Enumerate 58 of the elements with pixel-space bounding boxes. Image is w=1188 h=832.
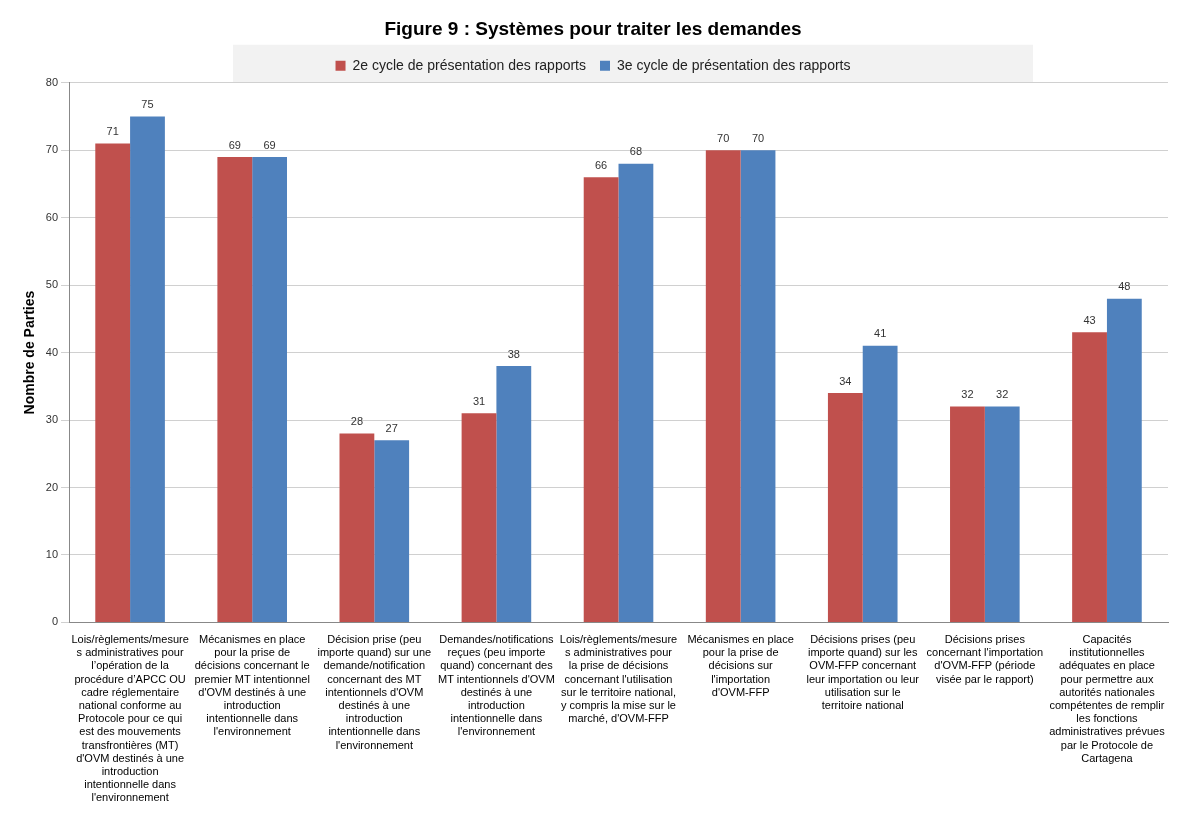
- y-tick-label: 10: [45, 547, 59, 560]
- data-label: 41: [874, 327, 887, 340]
- data-label: 38: [507, 347, 520, 360]
- bar: [950, 406, 985, 622]
- data-label: 34: [839, 374, 852, 387]
- y-tick-label: 0: [51, 615, 59, 628]
- category-label: Capacités institutionnelles adéquates en place pour permettre aux autorités nationales compétentes de remplir les fonctions administratives prévues par le Protocole de Cartagena: [1049, 633, 1165, 764]
- data-label: 31: [472, 394, 486, 407]
- x-tick-label: Mécanismes en place pour la prise de décisions sur l'importation d'OVM-FFP: [687, 633, 794, 698]
- bar: [339, 433, 375, 622]
- bar: [496, 366, 532, 622]
- data-label: 69: [228, 138, 241, 151]
- data-label: 43: [1083, 313, 1096, 326]
- category-label: Décision prise (peu importe quand) sur une demande/notification concernant des MT intentionnels d'OVM destinés à une introduction intentionnelle dans l'environnement: [317, 633, 432, 751]
- x-tick-label: Décisions prises concernant l'importation d'OVM-FFP (période visée par le rapport): [926, 633, 1044, 685]
- y-tick-label: 70: [45, 143, 59, 156]
- data-label: 68: [629, 145, 643, 158]
- x-tick-label: Lois/règlements/mesures administratives pour la prise de décisions concernant l'utilisation sur le territoire national, y compris la mise sur le marché, d'OVM-FFP: [559, 633, 678, 725]
- bar: [827, 393, 863, 622]
- data-label: 32: [961, 388, 974, 401]
- data-label: 69: [263, 138, 276, 151]
- bar: [252, 157, 287, 622]
- bar: [618, 163, 654, 622]
- x-tick-label: Mécanismes en place pour la prise de décisions concernant le premier MT intentionnel d'OVM destinés à une introduction intentionnelle dans l'environnement: [194, 633, 310, 738]
- bar: [461, 413, 497, 622]
- bar: [583, 177, 619, 622]
- bar: [862, 345, 898, 622]
- category-label: Lois/règlements/mesures administratives pour l’opération de la procédure d’APCC OU cadre réglementaire national conforme au Protocole pour ce qui est des mouvements transfrontières (MT) d'OVM destinés à une introduction intentionnelle dans l'environnement: [71, 633, 189, 804]
- data-label: 71: [106, 125, 119, 138]
- data-label: 27: [385, 421, 398, 434]
- y-tick-label: 50: [45, 278, 59, 291]
- bar: [374, 440, 410, 622]
- bar: [705, 150, 741, 622]
- chart-title: Figure 9 : Systèmes pour traiter les demandes: [384, 17, 802, 39]
- y-tick-label: 40: [45, 345, 59, 358]
- data-label: 28: [350, 415, 364, 428]
- data-label: 48: [1118, 280, 1131, 293]
- data-label: 70: [717, 131, 730, 144]
- bar: [1072, 332, 1107, 622]
- bar: [740, 150, 776, 622]
- data-label: 70: [751, 131, 765, 144]
- y-tick-label: 80: [45, 75, 59, 88]
- bar: [130, 116, 165, 622]
- bar: [217, 157, 253, 622]
- x-tick-label: Demandes/notifications reçues (peu importe quand) concernant des MT intentionnels d'OVM destinés à une introduction intentionnelle dans l'environnement: [437, 633, 555, 738]
- y-tick-label: 60: [45, 210, 59, 223]
- y-tick-label: 30: [45, 413, 59, 426]
- data-label: 75: [141, 98, 154, 111]
- legend-label: 2e cycle de présentation des rapports: [352, 56, 587, 73]
- y-axis-title: Nombre de Parties: [21, 290, 38, 415]
- bar: [95, 143, 131, 622]
- data-label: 32: [996, 388, 1009, 401]
- y-tick-label: 20: [45, 480, 59, 493]
- legend-label: 3e cycle de présentation des rapports: [617, 56, 851, 73]
- x-tick-label: Décisions prises (peu importe quand) sur les OVM-FFP concernant leur importation ou leur utilisation sur le territoire national: [806, 633, 920, 712]
- data-label: 66: [594, 158, 608, 171]
- bar: [984, 406, 1020, 622]
- bar: [1106, 298, 1142, 622]
